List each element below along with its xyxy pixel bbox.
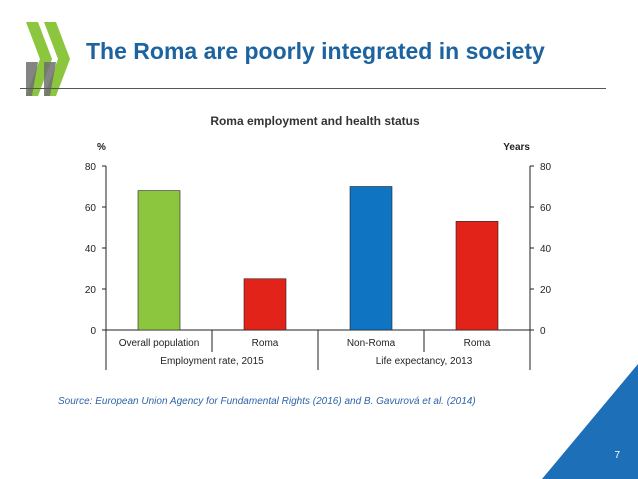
category-label: Non-Roma — [347, 338, 396, 349]
group-label: Employment rate, 2015 — [160, 356, 264, 367]
left-tick-label: 60 — [85, 203, 97, 214]
left-tick-label: 0 — [90, 326, 96, 337]
category-label: Roma — [464, 338, 491, 349]
right-tick-label: 40 — [540, 244, 552, 255]
right-tick-label: 20 — [540, 285, 552, 296]
bar — [243, 278, 287, 331]
slide-title: The Roma are poorly integrated in societ… — [86, 38, 545, 64]
bar — [455, 221, 499, 331]
chart-title: Roma employment and health status — [210, 114, 420, 128]
group-label: Life expectancy, 2013 — [376, 356, 473, 367]
title-divider — [20, 88, 606, 89]
right-axis-label: Years — [503, 142, 530, 153]
right-tick-label: 0 — [540, 326, 546, 337]
left-axis-label: % — [97, 142, 106, 153]
bar — [137, 190, 181, 331]
left-tick-label: 80 — [85, 162, 97, 173]
bar — [349, 186, 393, 331]
source-note: Source: European Union Agency for Fundam… — [58, 396, 476, 407]
corner-triangle — [542, 364, 638, 479]
left-tick-label: 40 — [85, 244, 97, 255]
category-label: Roma — [252, 338, 279, 349]
category-label: Overall population — [119, 338, 200, 349]
page-number: 7 — [614, 450, 620, 461]
oecd-chevron-icon — [26, 22, 70, 96]
right-tick-label: 60 — [540, 203, 552, 214]
right-tick-label: 80 — [540, 162, 552, 173]
left-tick-label: 20 — [85, 285, 97, 296]
